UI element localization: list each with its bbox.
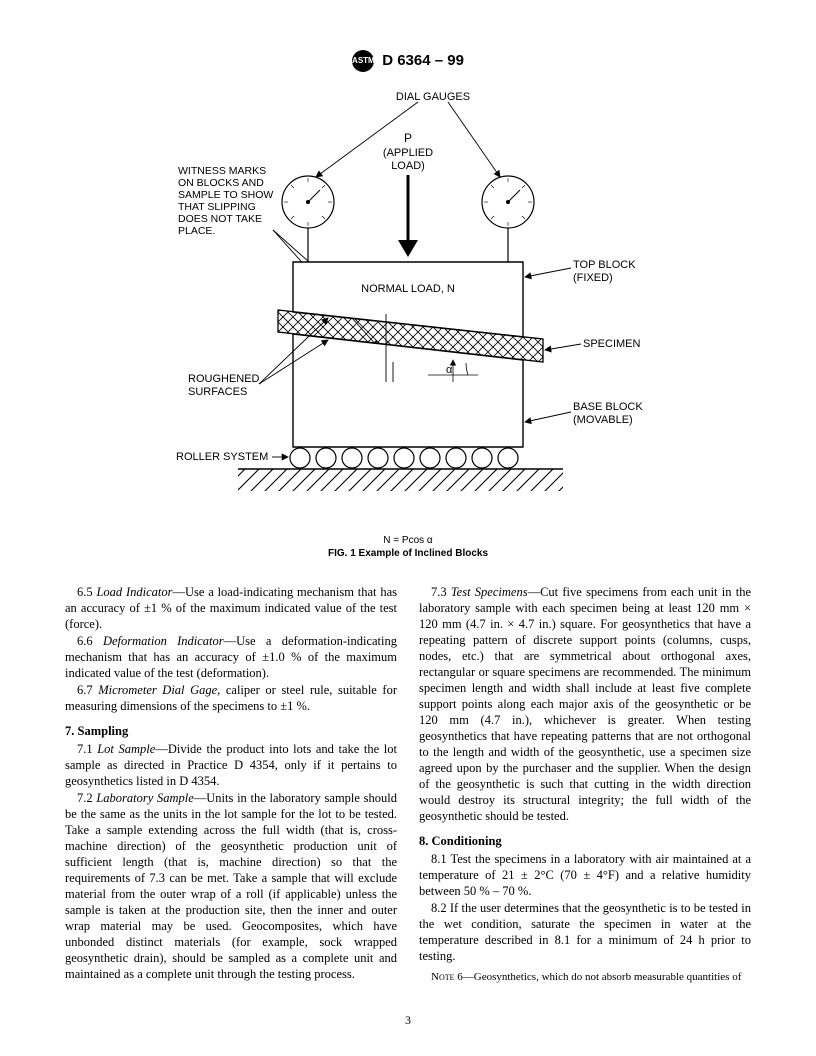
- svg-text:SURFACES: SURFACES: [188, 386, 247, 398]
- para-7-3: 7.3 Test Specimens—Cut five specimens fr…: [419, 584, 751, 824]
- svg-text:DIAL GAUGES: DIAL GAUGES: [396, 91, 470, 103]
- note-6: Note 6—Geosynthetics, which do not absor…: [419, 970, 751, 984]
- svg-text:ROLLER SYSTEM: ROLLER SYSTEM: [176, 451, 268, 463]
- svg-text:ROUGHENED: ROUGHENED: [188, 373, 260, 385]
- section-8-title: 8. Conditioning: [419, 833, 751, 849]
- para-7-1: 7.1 Lot Sample—Divide the product into l…: [65, 741, 397, 789]
- inclined-blocks-diagram: DIAL GAUGES P (APPLIED LOAD) WITNESS MAR…: [128, 82, 688, 522]
- svg-text:DOES NOT TAKE: DOES NOT TAKE: [178, 213, 262, 225]
- svg-text:BASE BLOCK: BASE BLOCK: [573, 401, 643, 413]
- svg-text:(APPLIED: (APPLIED: [383, 147, 433, 159]
- svg-text:PLACE.: PLACE.: [178, 225, 215, 237]
- svg-text:SAMPLE TO SHOW: SAMPLE TO SHOW: [178, 189, 273, 201]
- para-6-6: 6.6 Deformation Indicator—Use a deformat…: [65, 633, 397, 681]
- svg-text:(FIXED): (FIXED): [573, 272, 613, 284]
- figure-1: DIAL GAUGES P (APPLIED LOAD) WITNESS MAR…: [65, 82, 751, 527]
- svg-text:ON BLOCKS AND: ON BLOCKS AND: [178, 177, 264, 189]
- svg-text:TOP BLOCK: TOP BLOCK: [573, 259, 636, 271]
- svg-text:LOAD): LOAD): [391, 160, 425, 172]
- figure-formula: N = Pcos α: [65, 535, 751, 546]
- svg-text:(MOVABLE): (MOVABLE): [573, 414, 633, 426]
- section-7-title: 7. Sampling: [65, 723, 397, 739]
- page-number: 3: [0, 1013, 816, 1028]
- para-7-2: 7.2 Laboratory Sample—Units in the labor…: [65, 790, 397, 982]
- astm-logo-icon: ASTM: [352, 50, 374, 72]
- para-6-5: 6.5 Load Indicator—Use a load-indicating…: [65, 584, 397, 632]
- para-6-7: 6.7 Micrometer Dial Gage, caliper or ste…: [65, 682, 397, 714]
- right-dial-gauge-icon: [482, 176, 534, 262]
- svg-text:WITNESS MARKS: WITNESS MARKS: [178, 165, 266, 177]
- svg-text:P: P: [404, 131, 412, 145]
- para-8-2: 8.2 If the user determines that the geos…: [419, 900, 751, 964]
- svg-text:SPECIMEN: SPECIMEN: [583, 338, 641, 350]
- svg-text:NORMAL LOAD, N: NORMAL LOAD, N: [361, 283, 455, 295]
- designation: D 6364 – 99: [382, 52, 464, 69]
- svg-text:α: α: [446, 364, 453, 376]
- para-8-1: 8.1 Test the specimens in a laboratory w…: [419, 851, 751, 899]
- svg-text:THAT SLIPPING: THAT SLIPPING: [178, 201, 256, 213]
- body-text: 6.5 Load Indicator—Use a load-indicating…: [65, 584, 751, 984]
- page-header: ASTM D 6364 – 99: [65, 50, 751, 72]
- figure-caption: FIG. 1 Example of Inclined Blocks: [65, 548, 751, 559]
